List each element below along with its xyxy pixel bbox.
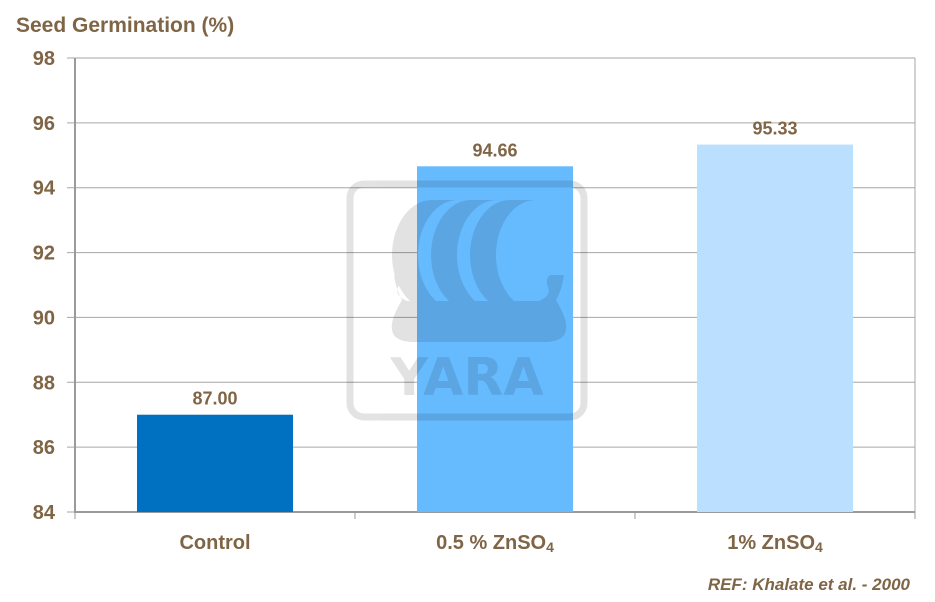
y-tick-label: 84 [33,502,56,524]
y-tick-label: 98 [33,48,55,70]
category-subscript: 4 [815,539,823,555]
category-text: 1% ZnSO [727,532,815,554]
bar [137,414,293,512]
data-label: 94.66 [472,140,517,160]
data-label: 95.33 [752,119,797,139]
x-category-label: 0.5 % ZnSO4 [436,532,554,555]
y-tick-label: 94 [33,178,56,200]
category-text: Control [179,532,250,554]
chart-title: Seed Germination (%) [16,14,234,37]
y-tick-label: 92 [33,243,55,265]
category-subscript: 4 [546,539,554,555]
x-category-label: 1% ZnSO4 [727,532,823,555]
category-text: 0.5 % ZnSO [436,532,546,554]
x-category-label: Control [179,532,250,554]
y-tick-label: 86 [33,437,55,459]
yara-watermark-logo: YARA [346,180,588,421]
bar [417,166,573,512]
y-tick-label: 88 [33,372,55,394]
data-label: 87.00 [192,389,237,409]
bar [697,144,853,512]
y-tick-label: 90 [33,307,55,329]
bars [137,144,853,512]
y-tick-label: 96 [33,113,55,135]
reference-note: REF: Khalate et al. - 2000 [708,575,911,594]
watermark-text: YARA [389,348,543,408]
